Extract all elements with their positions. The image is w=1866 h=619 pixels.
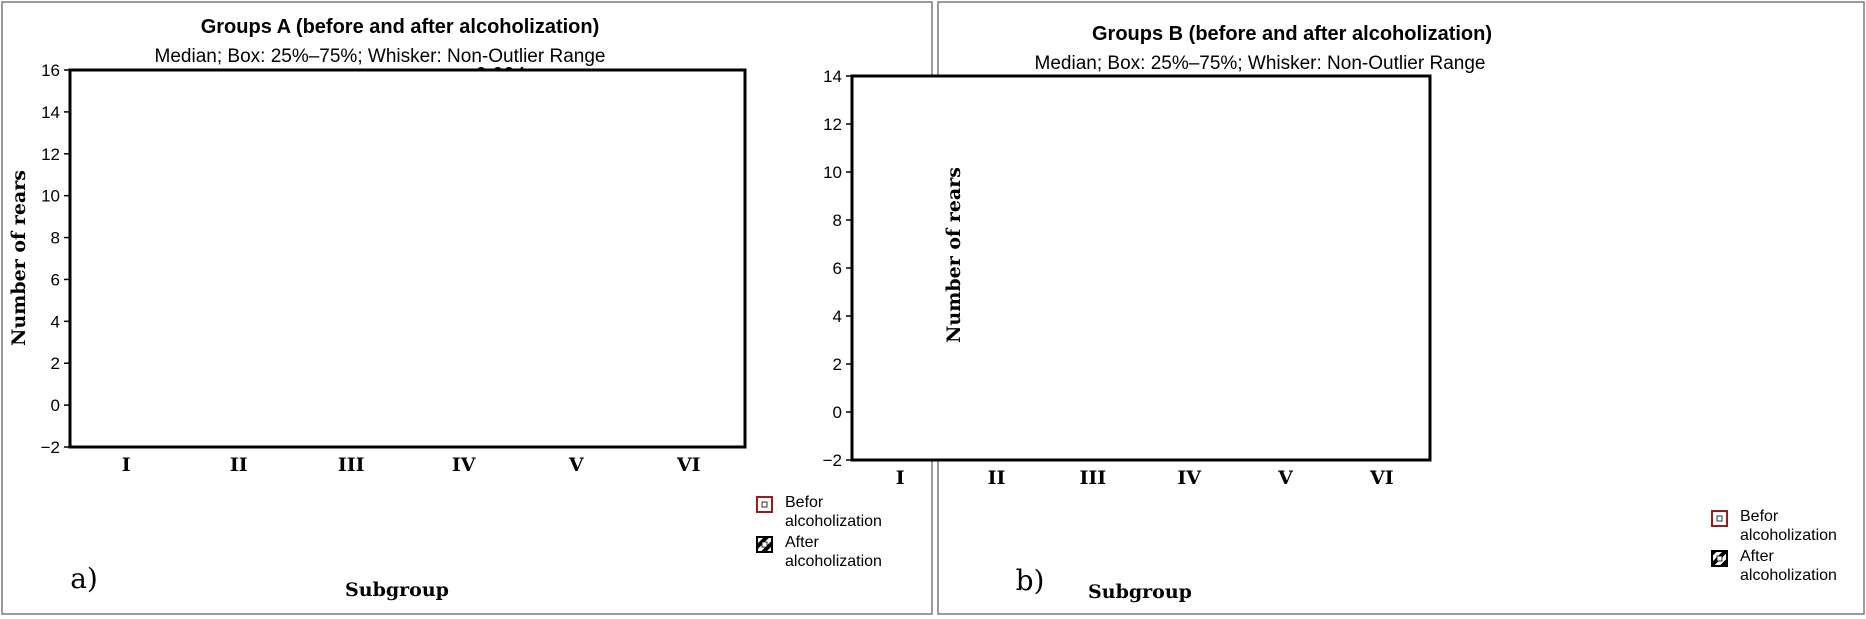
x-axis-label: Subgroup — [345, 579, 449, 601]
y-tick-label: 4 — [833, 307, 842, 326]
legend-label: After — [1740, 548, 1774, 565]
y-tick-label: 0 — [833, 403, 842, 422]
legend-item: After alcoholization — [756, 534, 882, 570]
y-tick-label: 12 — [41, 145, 60, 164]
legend-label: After — [785, 534, 819, 551]
legend-marker — [761, 501, 768, 508]
y-tick-label: 0 — [51, 396, 60, 415]
legend-item: Befor alcoholization — [1711, 508, 1837, 544]
x-tick-label: IV — [1177, 467, 1202, 489]
legend-item: After alcoholization — [1711, 548, 1837, 584]
x-tick-label: IV — [452, 454, 477, 476]
x-tick-label: VI — [676, 454, 701, 476]
x-tick-label: VI — [1369, 467, 1394, 489]
x-tick-label: I — [896, 467, 905, 489]
legend-label: alcoholization — [1740, 527, 1837, 544]
y-tick-label: 4 — [51, 312, 60, 331]
plot-frame — [68, 68, 747, 449]
chart-title: Groups B (before and after alcoholizatio… — [1092, 23, 1492, 45]
plot-frame — [850, 74, 1432, 462]
y-tick-label: 14 — [823, 67, 842, 86]
chart-subtitle: Median; Box: 25%–75%; Whisker: Non-Outli… — [1035, 53, 1486, 74]
y-tick-label: 12 — [823, 115, 842, 134]
y-tick-label: 14 — [41, 103, 60, 122]
legend: Befor alcoholization After alcoholization — [756, 494, 882, 570]
legend-label: Befor — [1740, 508, 1779, 525]
legend-label: alcoholization — [1740, 567, 1837, 584]
y-tick-label: 2 — [51, 354, 60, 373]
y-axis-label: Number of rears — [943, 167, 965, 343]
y-tick-label: 8 — [51, 229, 60, 248]
legend-marker — [1716, 515, 1723, 522]
y-tick-label: 16 — [41, 61, 60, 80]
y-tick-label: 2 — [833, 355, 842, 374]
x-tick-label: III — [1079, 467, 1106, 489]
x-tick-label: III — [338, 454, 365, 476]
legend-label: alcoholization — [785, 553, 882, 570]
legend-item: Befor alcoholization — [756, 494, 882, 530]
panel-label: a) — [70, 562, 98, 595]
chart-title: Groups A (before and after alcoholizatio… — [201, 16, 600, 38]
x-tick-label: II — [988, 467, 1006, 489]
panel-label: b) — [1016, 564, 1045, 597]
y-tick-label: 10 — [823, 163, 842, 182]
x-tick-label: II — [230, 454, 248, 476]
y-axis-label: Number of rears — [8, 170, 30, 346]
legend-marker — [761, 541, 768, 548]
x-axis-label: Subgroup — [1088, 581, 1192, 603]
legend: Befor alcoholization After alcoholization — [1711, 508, 1837, 584]
x-tick-label: I — [122, 454, 131, 476]
y-tick-label: 8 — [833, 211, 842, 230]
legend-label: alcoholization — [785, 513, 882, 530]
y-tick-label: 6 — [833, 259, 842, 278]
chart-subtitle: Median; Box: 25%–75%; Whisker: Non-Outli… — [155, 46, 606, 67]
y-tick-label: −2 — [41, 438, 60, 457]
x-tick-label: V — [568, 454, 585, 476]
panel-a: Groups A (before and after alcoholizatio… — [1, 1, 933, 615]
panel-b: Groups B (before and after alcoholizatio… — [823, 1, 1865, 615]
legend-label: Befor — [785, 494, 824, 511]
x-tick-label: V — [1277, 467, 1294, 489]
legend-marker — [1716, 555, 1723, 562]
y-tick-label: −2 — [823, 451, 842, 470]
y-tick-label: 6 — [51, 270, 60, 289]
y-tick-label: 10 — [41, 187, 60, 206]
